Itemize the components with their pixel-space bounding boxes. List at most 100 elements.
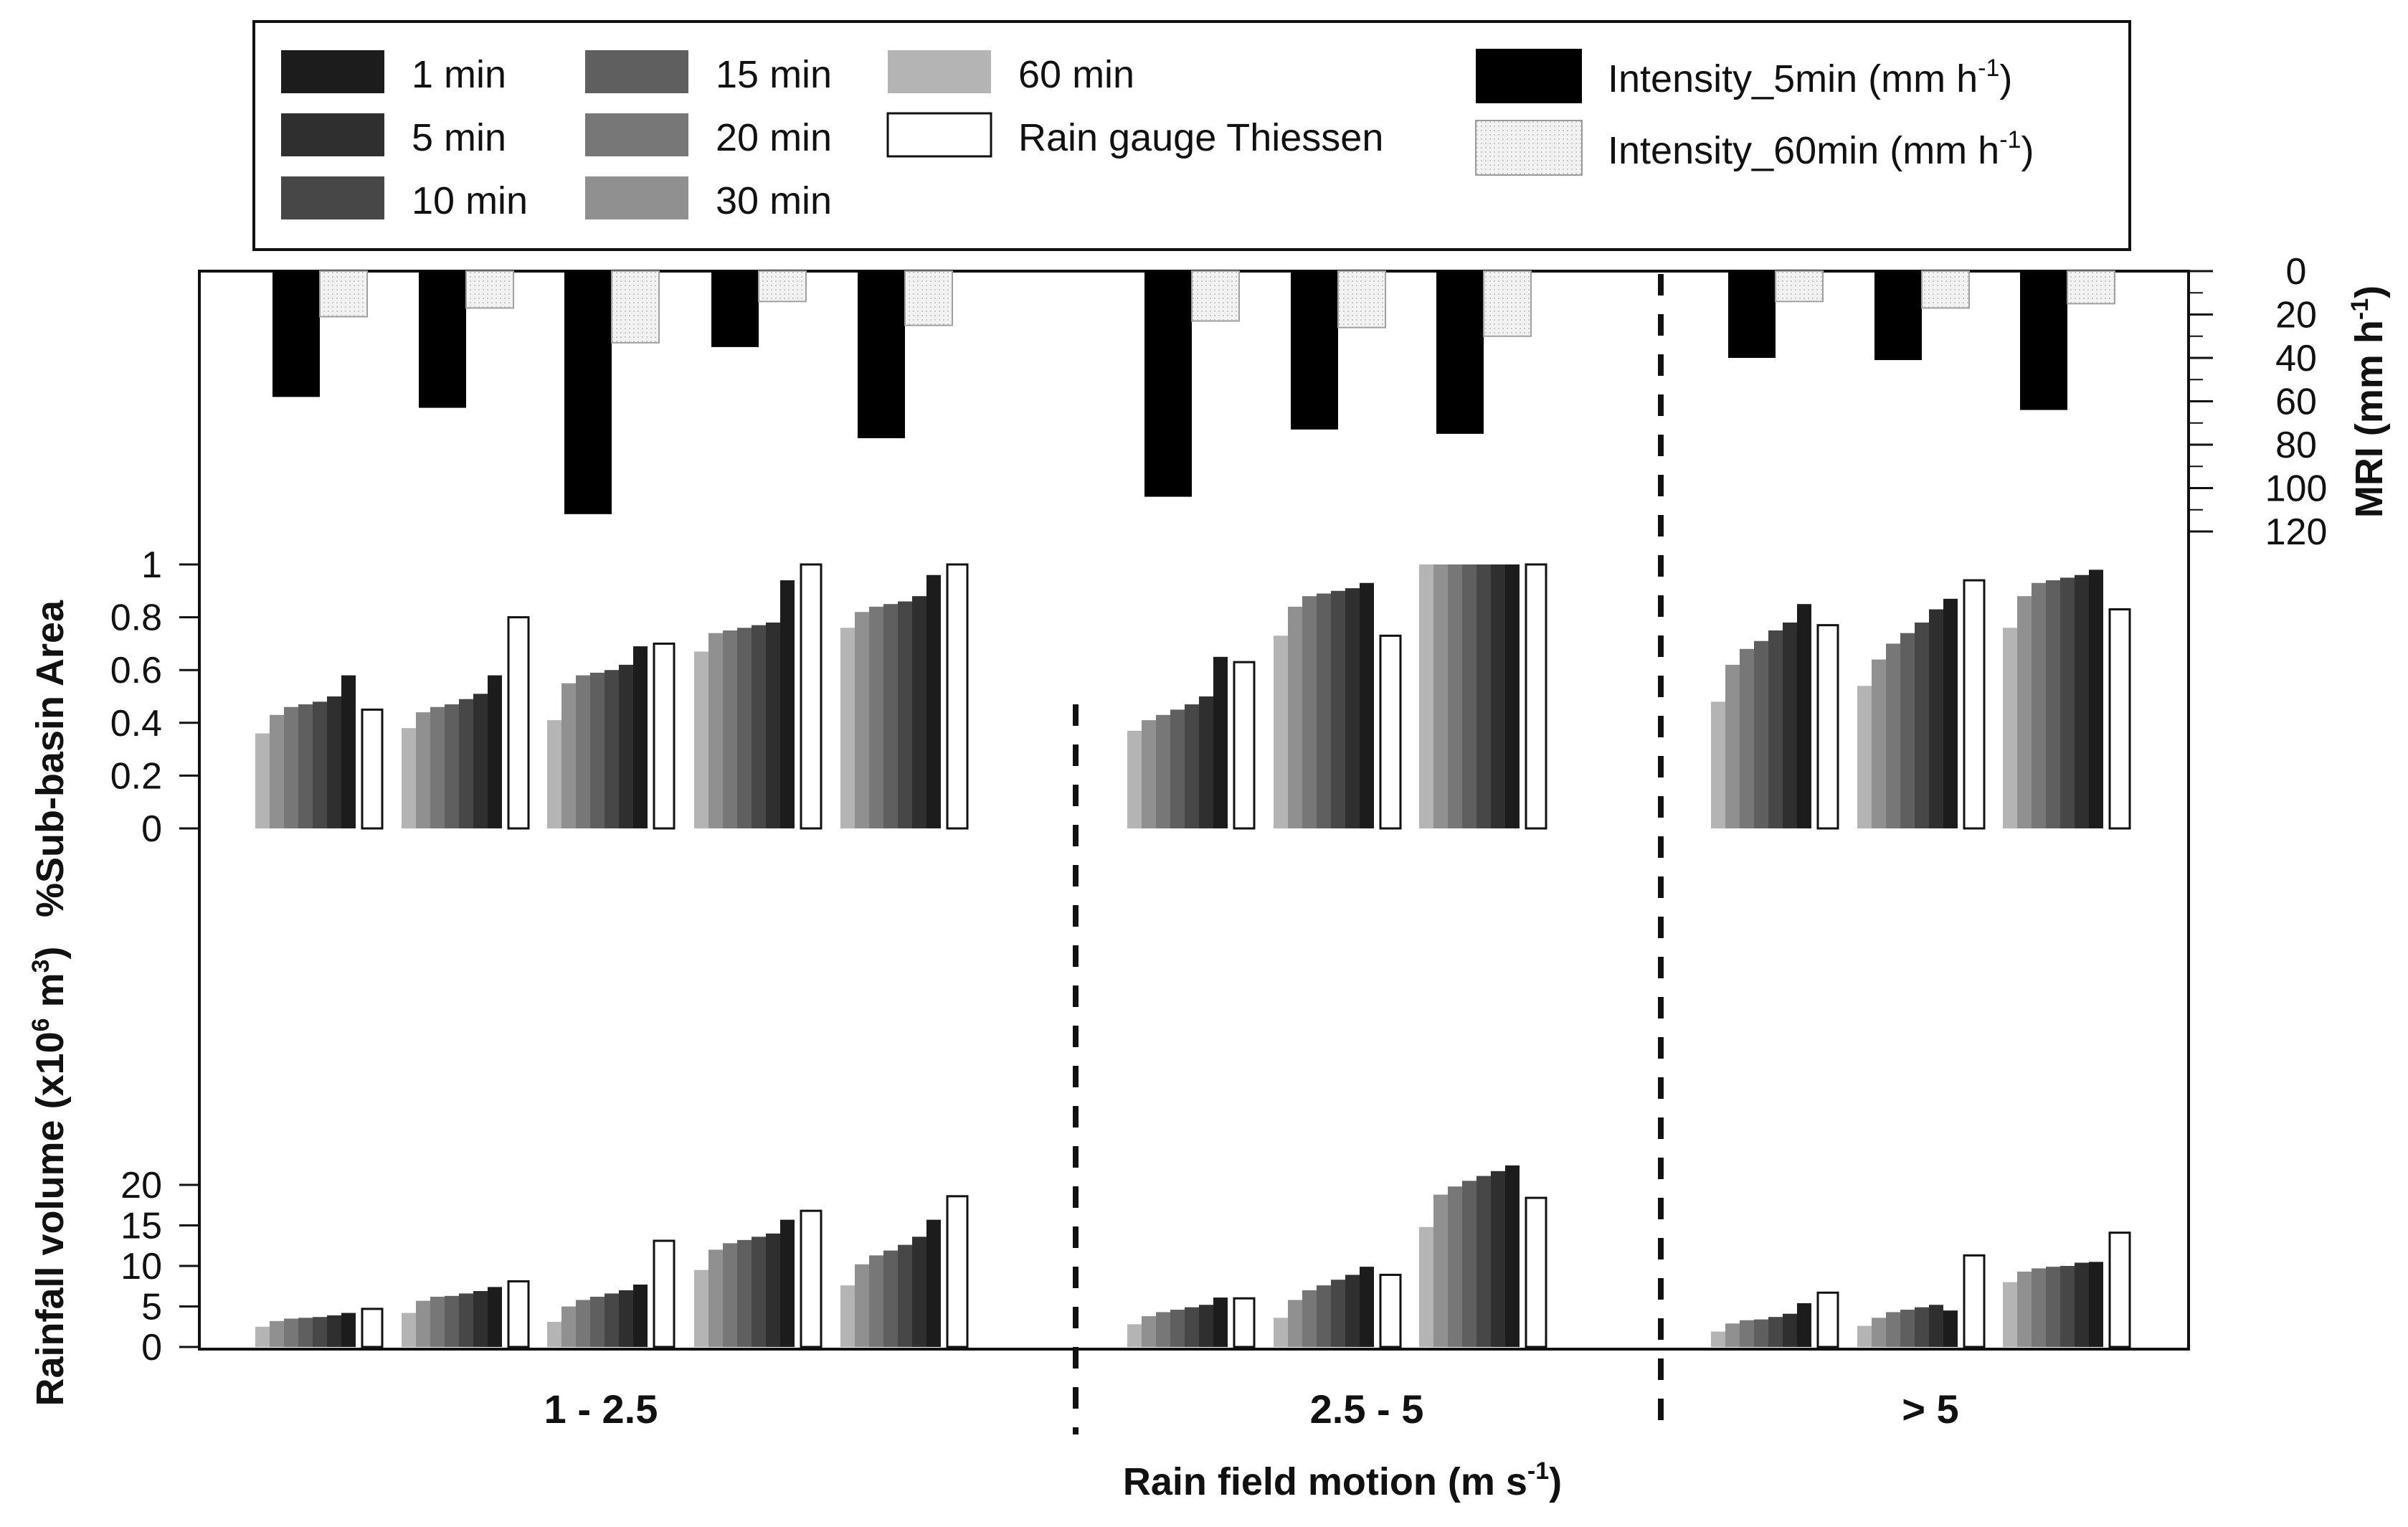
area-bar-e2-5min <box>473 694 488 828</box>
area-bar-e10-1min <box>1943 598 1958 828</box>
area-bar-e8-10min <box>1476 564 1491 828</box>
volume-bar-e3-5min <box>619 1290 633 1347</box>
volume-bar-e4-20min <box>723 1243 737 1347</box>
mri-bar-e6-intensity60 <box>1191 270 1240 322</box>
area-bar-e11-1min <box>2089 569 2103 828</box>
volume-bar-e1-15min <box>298 1318 313 1347</box>
mri-bar-e10-intensity60 <box>1921 270 1970 309</box>
area-bar-e3-15min <box>590 672 605 828</box>
area-bar-e5-20min <box>869 606 883 828</box>
legend-label-5min: 5 min <box>412 116 506 159</box>
volume-bar-e4-15min <box>737 1239 752 1347</box>
volume-bar-e2-10min <box>459 1293 473 1347</box>
volume-bar-e8-30min <box>1433 1194 1448 1347</box>
volume-bar-e5-20min <box>869 1255 883 1347</box>
area-bar-e5-gauge <box>946 563 969 830</box>
volume-bar-e11-10min <box>2060 1266 2075 1347</box>
mri-bar-e10-intensity5 <box>1874 271 1922 361</box>
mri-tick-label-60: 60 <box>2275 382 2317 423</box>
area-bar-e10-20min <box>1886 643 1900 828</box>
area-bar-e8-15min <box>1462 564 1476 828</box>
legend-intensity60-close: ) <box>2021 129 2034 172</box>
mri-axis-title: MRI (mm h-1) <box>2346 285 2391 518</box>
mri-tick-label-120: 120 <box>2265 511 2328 553</box>
area-tick-label-4: 0.8 <box>110 597 162 639</box>
legend-label-10min: 10 min <box>412 179 528 222</box>
volume-bar-e2-20min <box>430 1296 445 1347</box>
volume-bar-e7-5min <box>1345 1275 1360 1347</box>
mri-bar-e6-intensity5 <box>1144 271 1192 497</box>
area-bar-e10-15min <box>1900 633 1915 828</box>
volume-bar-e2-60min <box>402 1313 416 1347</box>
volume-bar-e1-10min <box>313 1317 327 1347</box>
area-bar-e10-60min <box>1857 686 1872 828</box>
mri-bar-e9-intensity60 <box>1775 270 1824 303</box>
area-bar-e4-10min <box>752 625 766 828</box>
area-bar-e4-15min <box>737 628 752 828</box>
volume-bar-e2-15min <box>445 1295 459 1347</box>
mri-bar-e8-intensity60 <box>1483 270 1532 337</box>
legend-frame <box>252 20 2131 251</box>
area-bar-e9-30min <box>1725 664 1740 828</box>
area-bar-e6-1min <box>1213 656 1228 828</box>
area-bar-e9-gauge <box>1816 624 1839 830</box>
volume-bar-e8-20min <box>1448 1186 1462 1347</box>
area-bar-e4-gauge <box>800 563 823 830</box>
area-bar-e5-15min <box>883 604 898 828</box>
area-bar-e2-15min <box>445 704 459 828</box>
volume-bar-e7-gauge <box>1379 1273 1402 1348</box>
area-bar-e8-gauge <box>1525 563 1547 830</box>
legend-swatch-gauge <box>886 112 992 158</box>
area-bar-e2-1min <box>488 675 502 828</box>
volume-bar-e9-15min <box>1754 1319 1768 1347</box>
legend-swatch-1min <box>281 50 384 93</box>
area-bar-e10-30min <box>1872 659 1886 828</box>
volume-tick-label-1: 5 <box>141 1287 162 1328</box>
volume-bar-e2-gauge <box>507 1280 530 1348</box>
area-bar-e2-30min <box>416 712 430 828</box>
mri-tick-label-100: 100 <box>2265 468 2328 510</box>
volume-bar-e5-1min <box>926 1219 941 1347</box>
volume-bar-e3-30min <box>561 1306 576 1347</box>
volume-tick-label-4: 20 <box>120 1165 162 1206</box>
x-axis-title-sup: -1 <box>1527 1457 1549 1485</box>
volume-bar-e4-60min <box>694 1270 708 1347</box>
mri-axis-title-sup: -1 <box>2346 298 2374 320</box>
area-bar-e4-5min <box>766 622 780 828</box>
area-bar-e9-60min <box>1711 701 1725 828</box>
volume-bar-e7-60min <box>1274 1318 1288 1347</box>
volume-bar-e11-30min <box>2017 1271 2032 1347</box>
volume-bar-e7-1min <box>1360 1267 1374 1347</box>
volume-bar-e5-15min <box>883 1250 898 1347</box>
mri-bar-e7-intensity5 <box>1291 271 1338 430</box>
volume-bar-e2-30min <box>416 1300 430 1347</box>
volume-bar-e10-10min <box>1915 1307 1929 1347</box>
volume-bar-e10-15min <box>1900 1310 1915 1347</box>
area-bar-e10-gauge <box>1963 579 1986 830</box>
area-bar-e6-10min <box>1185 704 1199 828</box>
mri-tick-label-80: 80 <box>2275 425 2317 466</box>
area-axis-title: %Sub-basin Area <box>29 600 72 917</box>
area-bar-e8-1min <box>1505 564 1520 828</box>
mri-tick-label-40: 40 <box>2275 338 2317 379</box>
volume-bar-e8-5min <box>1491 1171 1505 1347</box>
mri-bar-e5-intensity5 <box>858 271 905 438</box>
volume-bar-e1-1min <box>341 1313 356 1347</box>
area-bar-e7-60min <box>1274 635 1288 828</box>
volume-bar-e6-10min <box>1185 1307 1199 1347</box>
volume-bar-e11-60min <box>2003 1282 2017 1347</box>
volume-bar-e3-gauge <box>653 1239 676 1348</box>
volume-bar-e4-30min <box>708 1249 723 1347</box>
legend: 1 min 5 min 10 min 15 min 20 min 30 min … <box>252 20 2131 251</box>
area-bar-e8-60min <box>1419 564 1433 828</box>
legend-swatch-15min <box>585 50 688 93</box>
area-bar-e3-60min <box>547 720 561 828</box>
area-bar-e5-60min <box>840 628 855 828</box>
mri-bar-e2-intensity5 <box>419 271 466 408</box>
legend-intensity5-text: Intensity_5min (mm h <box>1608 57 1978 100</box>
volume-bar-e8-10min <box>1476 1176 1491 1347</box>
volume-bar-e3-20min <box>576 1300 590 1347</box>
bar-marks <box>255 270 2131 1348</box>
mri-bar-e5-intensity60 <box>904 270 953 326</box>
